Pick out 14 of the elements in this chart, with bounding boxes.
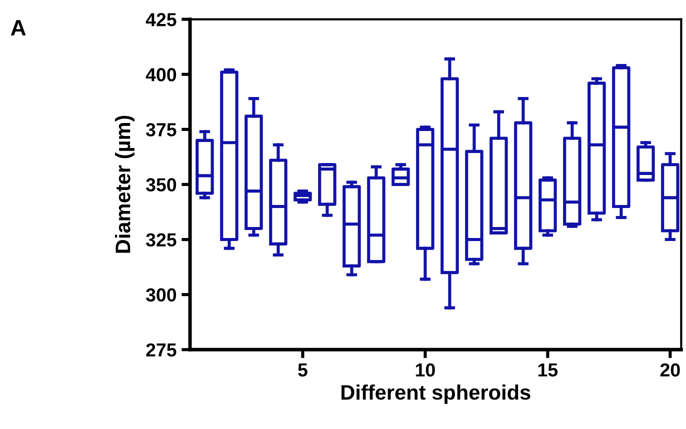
y-tick-label: 425 [146,13,176,26]
x-tick-label: 10 [416,363,435,377]
y-tick-label: 375 [146,123,176,136]
y-tick-label: 400 [146,68,176,82]
y-tick-label: 325 [146,233,176,247]
x-tick-label: 20 [660,363,680,377]
x-tick-label: 15 [538,364,558,377]
text: A [10,20,26,36]
y-tick-label: 350 [146,178,176,192]
y-axis-title: Diameter (µm) [115,116,134,253]
y-tick-label: 300 [146,288,176,302]
x-tick-label: 5 [298,364,308,377]
x-axis-title: Different spheroids [342,384,530,404]
y-tick-label: 275 [146,343,176,357]
